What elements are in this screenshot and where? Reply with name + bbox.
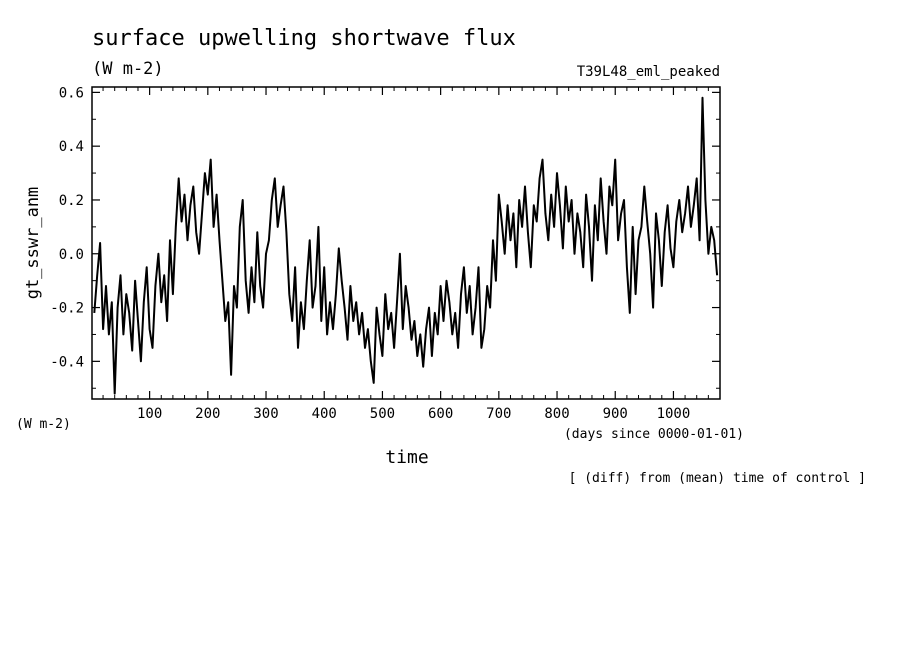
series-group	[93, 96, 719, 395]
x-tick-label: 400	[312, 406, 337, 422]
y-tick-label: 0.4	[59, 139, 84, 155]
title-units: (W m-2)	[92, 59, 164, 79]
y-tick-label: 0.6	[59, 85, 84, 101]
x-axis-label: time	[385, 447, 428, 468]
comparison-note: [ (diff) from (mean) time of control ]	[569, 471, 866, 486]
x-tick-label: 200	[195, 406, 220, 422]
y-tick-label: -0.2	[50, 301, 84, 317]
chart-title: surface upwelling shortwave flux	[92, 26, 516, 51]
y-axis-label: gt_sswr_anm	[23, 187, 43, 300]
x-tick-label: 100	[137, 406, 162, 422]
x-tick-label: 700	[486, 406, 511, 422]
y-units-label: (W m-2)	[16, 417, 71, 432]
x-tick-label: 500	[370, 406, 395, 422]
y-axis-ticks: -0.4 -0.2 0.0 0.2 0.4 0.6	[50, 85, 720, 389]
run-name: T39L48_eml_peaked	[577, 64, 720, 80]
x-units-label: (days since 0000-01-01)	[564, 427, 744, 442]
x-tick-label: 800	[544, 406, 569, 422]
x-tick-label: 600	[428, 406, 453, 422]
y-tick-label: 0.0	[59, 247, 84, 263]
x-tick-label: 1000	[657, 406, 691, 422]
x-tick-label: 900	[603, 406, 628, 422]
x-tick-label: 300	[253, 406, 278, 422]
y-tick-label: 0.2	[59, 193, 84, 209]
y-tick-label: -0.4	[50, 354, 84, 370]
x-axis-ticks: 100 200 300 400 500 600 700 800 900 1000	[102, 87, 709, 422]
series-line	[93, 96, 719, 395]
